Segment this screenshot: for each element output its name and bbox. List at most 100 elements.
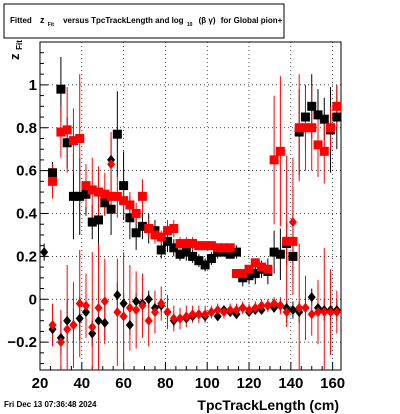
data-point-diamond [194, 309, 203, 320]
data-point-square [119, 196, 129, 206]
data-point-diamond [263, 300, 272, 311]
data-point-square [282, 236, 292, 246]
data-point-square [263, 264, 273, 274]
y-tick-label: 0 [29, 291, 37, 308]
data-point-square [75, 133, 85, 143]
timestamp-footer: Fri Dec 13 07:36:48 2024 [4, 400, 97, 409]
data-point-diamond [163, 307, 172, 318]
plot-frame [39, 41, 342, 371]
data-point-diamond [144, 294, 153, 305]
data-point-diamond [63, 324, 72, 335]
data-point-square [225, 243, 235, 253]
data-point-square [87, 185, 97, 195]
chart-title: Fitted z Fit versus TpcTrackLength and l… [10, 15, 283, 28]
data-point-square [307, 123, 317, 133]
data-point-square [319, 146, 329, 156]
data-point-diamond [213, 304, 222, 315]
y-tick-label: 1 [29, 77, 37, 94]
data-point-square [269, 155, 279, 165]
data-point-square [137, 221, 147, 231]
data-point-square [112, 129, 122, 139]
data-point-diamond [176, 313, 185, 324]
data-point-square [288, 236, 298, 246]
data-point-square [68, 136, 78, 146]
data-point-square [238, 269, 248, 279]
data-point-square [313, 140, 323, 150]
data-point-diamond [40, 247, 49, 258]
data-point-square [250, 258, 260, 268]
data-point-square [332, 101, 342, 111]
data-point-diamond [88, 322, 97, 333]
data-point-diamond [150, 307, 159, 318]
data-point-square [144, 224, 154, 234]
data-point-square [194, 256, 204, 266]
data-point-square [48, 176, 58, 186]
data-point-square [131, 228, 141, 238]
data-point-diamond [107, 159, 116, 170]
data-point-square [150, 230, 160, 240]
y-axis-label: z Fit [7, 40, 24, 60]
data-point-diamond [63, 315, 72, 326]
y-axis-label-main: z [7, 53, 22, 60]
data-point-diamond [288, 304, 297, 315]
data-point-square [62, 125, 72, 135]
data-point-square [169, 243, 179, 253]
data-point-square [200, 260, 210, 270]
title-box-frame [3, 3, 285, 39]
data-point-square [200, 241, 210, 251]
data-point-square [56, 84, 66, 94]
data-point-diamond [75, 298, 84, 309]
data-point-square [119, 181, 129, 191]
data-point-diamond [88, 328, 97, 339]
data-point-square [188, 239, 198, 249]
data-point-diamond [282, 307, 291, 318]
x-tick-label: 100 [195, 375, 220, 392]
data-point-square [231, 247, 241, 257]
data-point-diamond [307, 309, 316, 320]
data-point-diamond [207, 307, 216, 318]
data-point-diamond [238, 302, 247, 313]
data-point-square [319, 114, 329, 124]
data-point-square [125, 200, 135, 210]
data-point-square [250, 269, 260, 279]
data-point-square [269, 247, 279, 257]
data-point-square [125, 213, 135, 223]
data-point-square [244, 264, 254, 274]
grid [40, 42, 341, 370]
data-point-diamond [188, 309, 197, 320]
data-point-diamond [125, 319, 134, 330]
x-tick-label: 140 [278, 375, 303, 392]
data-point-diamond [81, 300, 90, 311]
data-markers [40, 84, 342, 348]
data-point-square [206, 241, 216, 251]
title-middle: versus TpcTrackLength and log [63, 16, 184, 25]
title-z: z [40, 15, 45, 25]
data-point-square [163, 236, 173, 246]
data-point-square [326, 123, 336, 133]
x-tick-label: 40 [73, 375, 90, 392]
data-point-diamond [119, 311, 128, 322]
data-point-diamond [48, 319, 57, 330]
x-axis-label: TpcTrackLength (cm) [197, 397, 339, 413]
data-point-diamond [320, 307, 329, 318]
title-beta-gamma: (β γ) [199, 16, 216, 25]
y-tick-label: −0.2 [7, 334, 37, 351]
x-tick-label: 80 [157, 375, 174, 392]
y-tick-label: 0.6 [16, 163, 37, 180]
data-point-diamond [213, 311, 222, 322]
data-point-diamond [132, 304, 141, 315]
data-point-square [275, 249, 285, 259]
data-point-square [100, 189, 110, 199]
data-point-square [48, 168, 58, 178]
data-point-diamond [251, 302, 260, 313]
data-point-diamond [201, 309, 210, 320]
data-point-square [231, 269, 241, 279]
data-point-square [175, 249, 185, 259]
data-point-square [181, 239, 191, 249]
data-point-square [81, 189, 91, 199]
data-point-square [288, 251, 298, 261]
data-point-square [219, 243, 229, 253]
x-tick-labels: 20 40 60 80 100 120 140 160 [32, 375, 345, 392]
data-point-square [94, 215, 104, 225]
data-point-diamond [100, 296, 109, 307]
